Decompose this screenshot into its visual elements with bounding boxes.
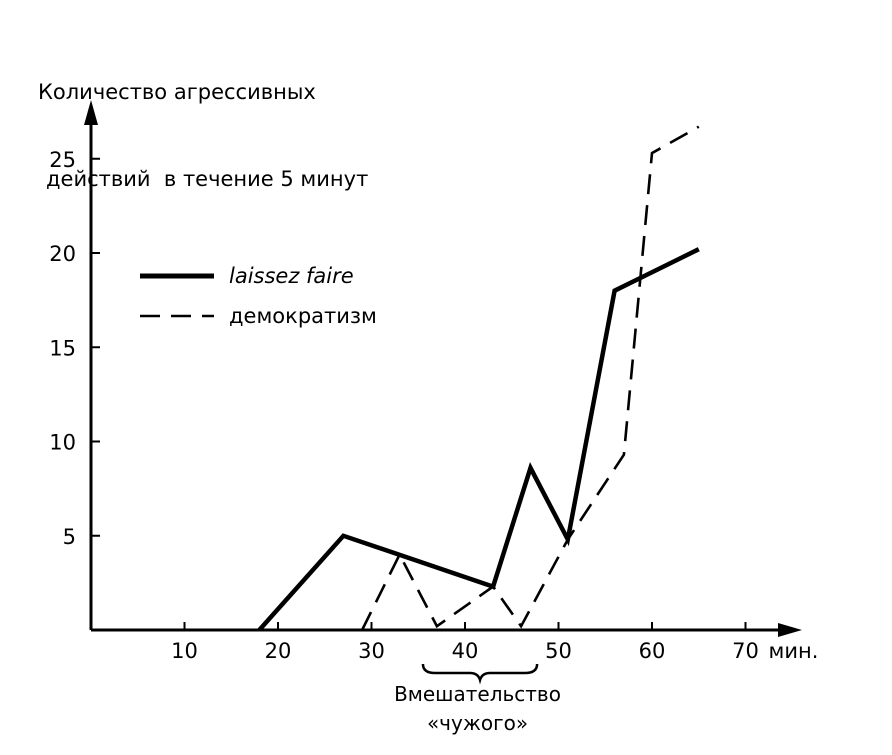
y-axis-label-line-2: действий в течение 5 минут: [46, 167, 369, 191]
ticks: 10 20 30 40 50 60 70 мин. 5 10 15 20 25: [49, 148, 818, 663]
series-line-1: [257, 247, 700, 632]
x-tick-label-70: 70: [732, 639, 759, 663]
legend-label-1: laissez faire: [229, 264, 354, 288]
annotation-brace-path: [421, 663, 539, 685]
x-tick-label-40: 40: [452, 639, 479, 663]
x-tick-label-10: 10: [171, 639, 198, 663]
axes: [84, 100, 802, 637]
legend: laissez faire демократизм: [140, 264, 377, 328]
legend-label-2: демократизм: [229, 304, 377, 328]
intervention-annotation: Вмешательство «чужого»: [365, 680, 590, 738]
series-lines: [257, 125, 700, 632]
x-axis-arrow: [778, 623, 802, 637]
y-axis-arrow: [84, 100, 98, 125]
y-tick-label-15: 15: [49, 336, 76, 360]
x-tick-label-60: 60: [639, 639, 666, 663]
annotation-line-2: «чужого»: [426, 711, 529, 735]
y-tick-label-5: 5: [63, 525, 76, 549]
x-tick-label-20: 20: [265, 639, 292, 663]
x-tick-label-50: 50: [545, 639, 572, 663]
y-tick-label-25: 25: [49, 148, 76, 172]
series-line-2: [360, 125, 700, 631]
y-axis-label-line-1: Количество агрессивных: [38, 80, 316, 104]
annotation-brace: [421, 663, 539, 685]
annotation-line-1: Вмешательство: [394, 682, 561, 706]
y-tick-label-10: 10: [49, 431, 76, 455]
y-axis-label: Количество агрессивных действий в течени…: [38, 20, 368, 223]
y-tick-label-20: 20: [49, 242, 76, 266]
x-tick-label-30: 30: [358, 639, 385, 663]
x-unit-label: мин.: [769, 639, 819, 663]
